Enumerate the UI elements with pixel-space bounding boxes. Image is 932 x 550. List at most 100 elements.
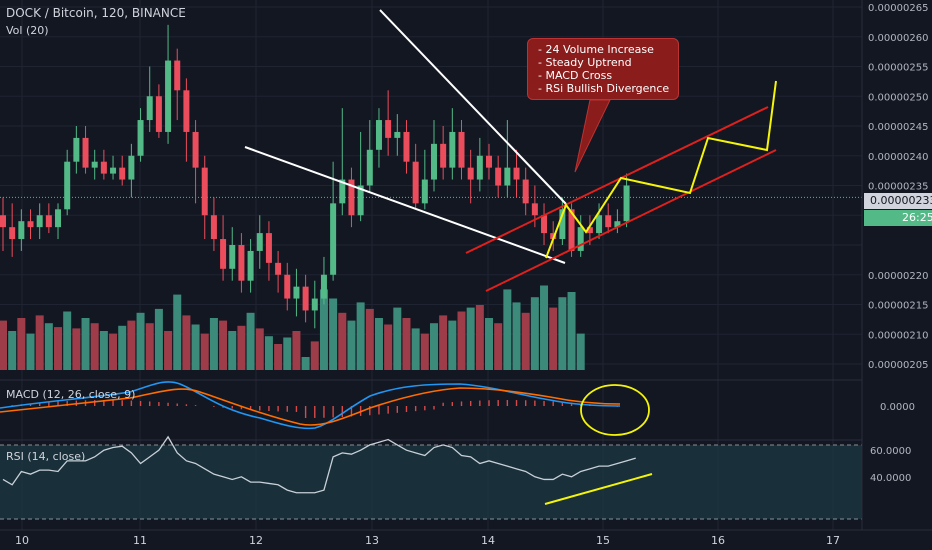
user-drawings[interactable] xyxy=(244,9,777,292)
price-tick-label: 0.00000265 xyxy=(868,3,928,14)
candle-body xyxy=(100,161,107,174)
candle-body xyxy=(9,227,16,240)
candle-body xyxy=(614,221,621,228)
volume-bar xyxy=(420,333,429,370)
bar-countdown-tag: 26:25 xyxy=(864,210,932,226)
time-tick-label: 15 xyxy=(596,534,610,547)
channel-lower-line xyxy=(485,149,777,292)
price-tick-label: 0.00000250 xyxy=(868,92,928,103)
time-tick-label: 14 xyxy=(481,534,495,547)
candle-body xyxy=(339,179,346,204)
candle-body xyxy=(458,131,465,168)
volume-bar xyxy=(154,308,163,370)
macd-tick-label: 0.0000 xyxy=(880,402,915,413)
candle-body xyxy=(119,167,126,180)
candle-body xyxy=(293,286,300,299)
annotation-callout[interactable]: - 24 Volume Increase - Steady Uptrend - … xyxy=(527,38,679,100)
candle-body xyxy=(201,167,208,216)
volume-bar xyxy=(264,336,273,370)
candle-body xyxy=(320,274,327,299)
annotation-line: - RSi Bullish Divergence xyxy=(538,82,670,95)
signal-line xyxy=(0,387,621,426)
candle-body xyxy=(403,131,410,162)
candle-body xyxy=(45,215,52,228)
volume-bar xyxy=(0,320,7,370)
candle-body xyxy=(73,137,80,162)
candle-body xyxy=(623,185,630,222)
volume-bar xyxy=(136,312,145,370)
volume-bar xyxy=(567,292,576,370)
candle-body xyxy=(412,161,419,204)
price-axis[interactable]: 0.00000265 0.00000260 0.00000255 0.00000250… xyxy=(861,0,932,530)
price-axis-bg xyxy=(862,0,932,530)
annotation-line: - 24 Volume Increase xyxy=(538,43,654,56)
candle-body xyxy=(550,233,557,240)
candle-body xyxy=(302,286,309,311)
volume-bar xyxy=(228,331,237,370)
channel-upper-line xyxy=(465,106,769,254)
volume-bar xyxy=(109,333,118,370)
candle-body xyxy=(247,250,254,281)
price-tick-label: 0.00000235 xyxy=(868,182,928,193)
candle-body xyxy=(275,262,282,275)
volume-bar xyxy=(219,320,228,370)
time-tick-label: 12 xyxy=(249,534,263,547)
annotation-line: - MACD Cross xyxy=(538,69,613,82)
volume-bar xyxy=(512,302,521,370)
candle-body xyxy=(467,167,474,180)
candle-body xyxy=(440,143,447,168)
candle-body xyxy=(348,179,355,216)
volume-bar xyxy=(118,325,127,370)
price-tick-label: 0.00000260 xyxy=(868,33,928,44)
rsi-indicator-label: RSI (14, close) xyxy=(6,450,86,463)
candle-body xyxy=(375,120,382,150)
volume-bar xyxy=(63,311,72,370)
candle-body xyxy=(311,298,318,311)
time-axis[interactable]: 10 11 12 13 14 15 16 17 xyxy=(0,529,932,547)
candle-body xyxy=(486,155,493,168)
volume-bar xyxy=(558,297,567,370)
rsi-divergence-line xyxy=(544,473,653,505)
volume-bar xyxy=(127,320,136,370)
annotation-line: - Steady Uptrend xyxy=(538,56,632,69)
last-price-tag: 0.00000233 xyxy=(864,193,932,209)
price-tick-label: 0.00000240 xyxy=(868,152,928,163)
candle-body xyxy=(586,227,593,234)
volume-bar xyxy=(17,318,26,370)
candle-body xyxy=(559,209,566,240)
volume-bar xyxy=(503,289,512,370)
candle-body xyxy=(430,143,437,180)
volume-bar xyxy=(356,302,365,370)
candle-body xyxy=(366,149,373,186)
candle-body xyxy=(210,215,217,240)
candle-body xyxy=(27,221,34,228)
volume-bar xyxy=(72,328,81,370)
volume-bar xyxy=(35,315,44,370)
volume-bar xyxy=(255,328,264,370)
volume-bar xyxy=(90,323,99,370)
volume-bar xyxy=(301,357,310,370)
candle-body xyxy=(449,131,456,168)
time-tick-label: 13 xyxy=(365,534,379,547)
volume-bar xyxy=(26,333,35,370)
volume-bar xyxy=(457,311,466,370)
volume-bar xyxy=(310,341,319,370)
price-tick-label: 0.00000255 xyxy=(868,63,928,74)
macd-cross-highlight xyxy=(580,384,650,436)
candle-body xyxy=(174,60,181,91)
volume-bar xyxy=(475,305,484,370)
volume-bar xyxy=(393,307,402,370)
volume-bar xyxy=(209,318,218,370)
candle-body xyxy=(137,120,144,156)
time-tick-label: 16 xyxy=(711,534,725,547)
volume-bar xyxy=(329,298,338,370)
candle-body xyxy=(541,215,548,234)
candle-body xyxy=(91,161,98,168)
macd-indicator-label: MACD (12, 26, close, 9) xyxy=(6,388,136,401)
callout-pointer xyxy=(574,99,611,173)
volume-bar xyxy=(374,318,383,370)
price-tick-label: 0.00000205 xyxy=(868,360,928,371)
volume-bar xyxy=(200,333,209,370)
volume-bar xyxy=(521,312,530,370)
